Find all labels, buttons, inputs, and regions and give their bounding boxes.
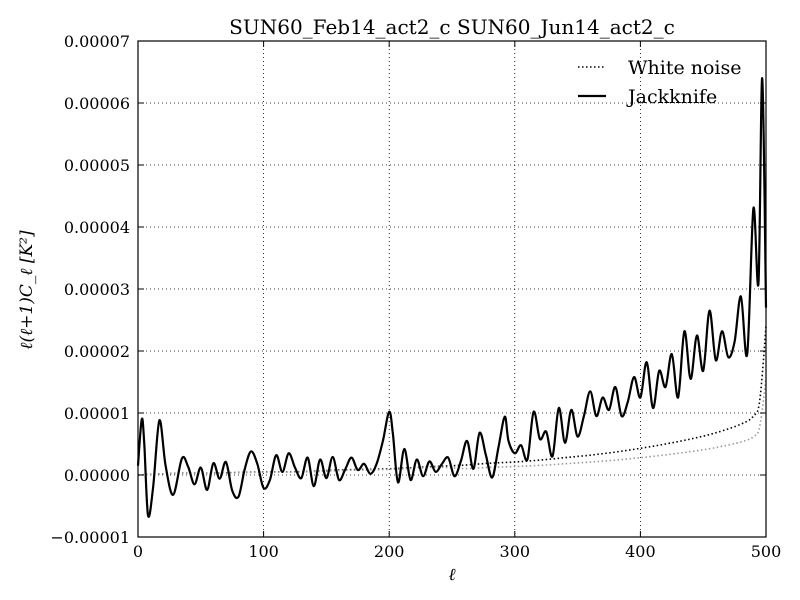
- y-tick-label: 0.00005: [64, 156, 130, 175]
- plot-series: [136, 77, 768, 518]
- y-tick-label: 0.00003: [64, 280, 130, 299]
- series-jackknife-line: [136, 77, 768, 518]
- axis-tick-labels: 0 100 200 300 400 500 −0.00001 0.00000 0.00001 0.…: [50, 32, 781, 561]
- chart-title: SUN60_Feb14_act2_c SUN60_Jun14_act2_c: [229, 15, 675, 39]
- legend-jackknife-label: Jackknife: [626, 86, 717, 108]
- y-tick-label: 0.00002: [64, 342, 130, 361]
- y-tick-label: 0.00000: [64, 466, 130, 485]
- x-tick-label: 300: [500, 542, 531, 561]
- y-tick-label: 0.00004: [64, 218, 130, 237]
- y-tick-label: 0.00006: [64, 94, 130, 113]
- legend-white-noise-label: White noise: [628, 57, 742, 79]
- plot-frame: [137, 40, 767, 538]
- axis-ticks: [137, 40, 767, 538]
- y-tick-label: −0.00001: [50, 528, 130, 547]
- x-tick-label: 100: [248, 542, 279, 561]
- series-white-noise-grey-line: [137, 378, 767, 476]
- y-tick-label: 0.00001: [64, 404, 130, 423]
- y-axis-label: ℓ(ℓ+1)C_ℓ [K²]: [17, 230, 37, 350]
- y-tick-label: 0.00007: [64, 32, 130, 51]
- x-axis-label: ℓ: [448, 565, 455, 585]
- x-tick-label: 200: [374, 542, 405, 561]
- x-tick-label: 500: [751, 542, 782, 561]
- x-tick-label: 400: [625, 542, 656, 561]
- series-white-noise-line: [137, 326, 767, 476]
- x-tick-label: 0: [133, 542, 143, 561]
- legend: White noise Jackknife: [578, 57, 742, 108]
- grid-lines: [138, 41, 766, 537]
